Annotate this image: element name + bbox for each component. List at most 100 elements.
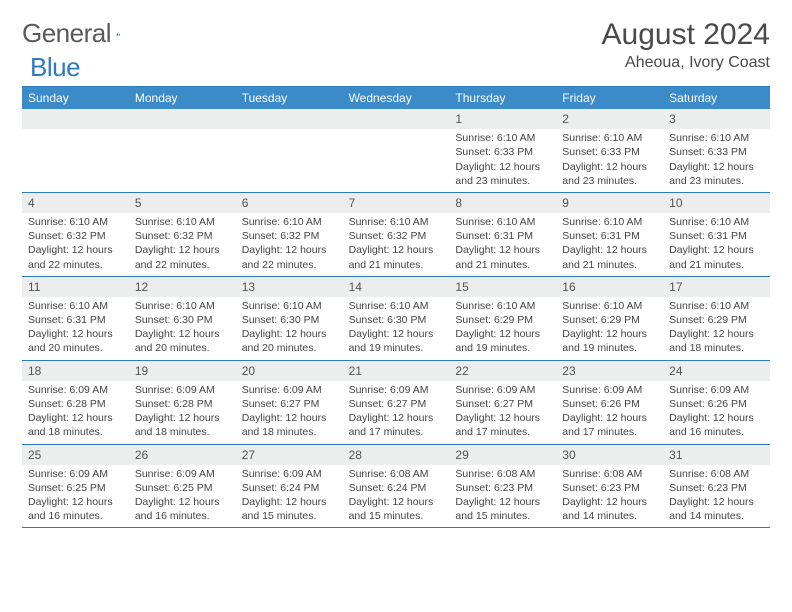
cell-line: Daylight: 12 hours and 15 minutes. xyxy=(242,495,337,523)
day-header-tue: Tuesday xyxy=(236,87,343,109)
cell-line: Sunset: 6:27 PM xyxy=(349,397,444,411)
cell-line: Daylight: 12 hours and 22 minutes. xyxy=(28,243,123,271)
calendar-cell: 26Sunrise: 6:09 AMSunset: 6:25 PMDayligh… xyxy=(129,445,236,528)
cell-line: Sunrise: 6:10 AM xyxy=(242,215,337,229)
calendar-cell: 19Sunrise: 6:09 AMSunset: 6:28 PMDayligh… xyxy=(129,361,236,444)
calendar-cell: 29Sunrise: 6:08 AMSunset: 6:23 PMDayligh… xyxy=(449,445,556,528)
cell-line: Daylight: 12 hours and 17 minutes. xyxy=(455,411,550,439)
date-number: 13 xyxy=(236,277,343,297)
date-number: 1 xyxy=(449,109,556,129)
day-header-mon: Monday xyxy=(129,87,236,109)
date-number: 16 xyxy=(556,277,663,297)
cell-line: Daylight: 12 hours and 19 minutes. xyxy=(455,327,550,355)
cell-body: Sunrise: 6:08 AMSunset: 6:23 PMDaylight:… xyxy=(663,465,770,528)
calendar-cell: 1Sunrise: 6:10 AMSunset: 6:33 PMDaylight… xyxy=(449,109,556,192)
cell-body: Sunrise: 6:09 AMSunset: 6:24 PMDaylight:… xyxy=(236,465,343,528)
week-row: 25Sunrise: 6:09 AMSunset: 6:25 PMDayligh… xyxy=(22,444,770,528)
cell-line: Sunset: 6:27 PM xyxy=(455,397,550,411)
month-title: August 2024 xyxy=(602,18,770,52)
calendar-cell: 22Sunrise: 6:09 AMSunset: 6:27 PMDayligh… xyxy=(449,361,556,444)
cell-line: Sunrise: 6:08 AM xyxy=(455,467,550,481)
date-number: 28 xyxy=(343,445,450,465)
cell-line: Sunrise: 6:10 AM xyxy=(28,299,123,313)
week-row: 11Sunrise: 6:10 AMSunset: 6:31 PMDayligh… xyxy=(22,276,770,360)
cell-line: Sunrise: 6:10 AM xyxy=(242,299,337,313)
cell-body xyxy=(129,129,236,135)
cell-line: Sunrise: 6:10 AM xyxy=(669,299,764,313)
cell-line: Daylight: 12 hours and 18 minutes. xyxy=(135,411,230,439)
cell-line: Sunrise: 6:10 AM xyxy=(349,299,444,313)
cell-line: Sunset: 6:32 PM xyxy=(135,229,230,243)
cell-line: Sunrise: 6:08 AM xyxy=(562,467,657,481)
cell-line: Sunset: 6:29 PM xyxy=(562,313,657,327)
calendar-cell: 7Sunrise: 6:10 AMSunset: 6:32 PMDaylight… xyxy=(343,193,450,276)
cell-body: Sunrise: 6:10 AMSunset: 6:31 PMDaylight:… xyxy=(663,213,770,276)
cell-body xyxy=(22,129,129,135)
cell-body xyxy=(236,129,343,135)
cell-body: Sunrise: 6:10 AMSunset: 6:31 PMDaylight:… xyxy=(556,213,663,276)
cell-line: Sunset: 6:29 PM xyxy=(455,313,550,327)
cell-line: Sunrise: 6:09 AM xyxy=(242,383,337,397)
date-number: 14 xyxy=(343,277,450,297)
cell-line: Daylight: 12 hours and 22 minutes. xyxy=(242,243,337,271)
cell-line: Sunrise: 6:10 AM xyxy=(455,215,550,229)
title-block: August 2024 Aheoua, Ivory Coast xyxy=(602,18,770,72)
cell-line: Sunrise: 6:10 AM xyxy=(562,215,657,229)
cell-body: Sunrise: 6:10 AMSunset: 6:31 PMDaylight:… xyxy=(449,213,556,276)
calendar-cell: 10Sunrise: 6:10 AMSunset: 6:31 PMDayligh… xyxy=(663,193,770,276)
day-header-thu: Thursday xyxy=(449,87,556,109)
cell-line: Sunrise: 6:09 AM xyxy=(242,467,337,481)
date-number: 30 xyxy=(556,445,663,465)
calendar-cell: 12Sunrise: 6:10 AMSunset: 6:30 PMDayligh… xyxy=(129,277,236,360)
cell-body: Sunrise: 6:10 AMSunset: 6:29 PMDaylight:… xyxy=(663,297,770,360)
cell-line: Sunset: 6:27 PM xyxy=(242,397,337,411)
cell-line: Sunset: 6:26 PM xyxy=(562,397,657,411)
calendar-cell: 17Sunrise: 6:10 AMSunset: 6:29 PMDayligh… xyxy=(663,277,770,360)
cell-line: Daylight: 12 hours and 16 minutes. xyxy=(28,495,123,523)
cell-body: Sunrise: 6:10 AMSunset: 6:29 PMDaylight:… xyxy=(449,297,556,360)
cell-line: Sunset: 6:23 PM xyxy=(562,481,657,495)
cell-line: Sunset: 6:31 PM xyxy=(562,229,657,243)
date-number: 23 xyxy=(556,361,663,381)
cell-line: Daylight: 12 hours and 15 minutes. xyxy=(349,495,444,523)
cell-line: Sunset: 6:25 PM xyxy=(28,481,123,495)
cell-line: Daylight: 12 hours and 20 minutes. xyxy=(242,327,337,355)
cell-line: Daylight: 12 hours and 17 minutes. xyxy=(562,411,657,439)
date-number: 10 xyxy=(663,193,770,213)
date-number: 21 xyxy=(343,361,450,381)
header: General August 2024 Aheoua, Ivory Coast xyxy=(22,18,770,72)
logo: General xyxy=(22,18,143,49)
calendar-cell: 16Sunrise: 6:10 AMSunset: 6:29 PMDayligh… xyxy=(556,277,663,360)
cell-line: Sunrise: 6:09 AM xyxy=(349,383,444,397)
date-number: 9 xyxy=(556,193,663,213)
cell-line: Daylight: 12 hours and 21 minutes. xyxy=(669,243,764,271)
cell-line: Daylight: 12 hours and 21 minutes. xyxy=(349,243,444,271)
cell-line: Daylight: 12 hours and 17 minutes. xyxy=(349,411,444,439)
date-number: 29 xyxy=(449,445,556,465)
date-number: 25 xyxy=(22,445,129,465)
calendar-cell: 4Sunrise: 6:10 AMSunset: 6:32 PMDaylight… xyxy=(22,193,129,276)
cell-line: Sunset: 6:28 PM xyxy=(28,397,123,411)
cell-line: Sunrise: 6:10 AM xyxy=(562,299,657,313)
date-number: 2 xyxy=(556,109,663,129)
calendar-cell: 13Sunrise: 6:10 AMSunset: 6:30 PMDayligh… xyxy=(236,277,343,360)
cell-line: Sunset: 6:31 PM xyxy=(669,229,764,243)
cell-line: Sunset: 6:23 PM xyxy=(669,481,764,495)
cell-body: Sunrise: 6:10 AMSunset: 6:32 PMDaylight:… xyxy=(236,213,343,276)
date-number: 17 xyxy=(663,277,770,297)
calendar-cell: 15Sunrise: 6:10 AMSunset: 6:29 PMDayligh… xyxy=(449,277,556,360)
cell-body: Sunrise: 6:09 AMSunset: 6:28 PMDaylight:… xyxy=(22,381,129,444)
calendar-cell xyxy=(343,109,450,192)
cell-line: Sunrise: 6:10 AM xyxy=(455,299,550,313)
day-header-row: Sunday Monday Tuesday Wednesday Thursday… xyxy=(22,87,770,109)
cell-line: Sunrise: 6:10 AM xyxy=(669,215,764,229)
date-number: 6 xyxy=(236,193,343,213)
cell-body: Sunrise: 6:10 AMSunset: 6:33 PMDaylight:… xyxy=(556,129,663,192)
day-header-wed: Wednesday xyxy=(343,87,450,109)
cell-line: Daylight: 12 hours and 15 minutes. xyxy=(455,495,550,523)
cell-body: Sunrise: 6:08 AMSunset: 6:24 PMDaylight:… xyxy=(343,465,450,528)
date-number: 19 xyxy=(129,361,236,381)
calendar-cell: 24Sunrise: 6:09 AMSunset: 6:26 PMDayligh… xyxy=(663,361,770,444)
cell-body: Sunrise: 6:08 AMSunset: 6:23 PMDaylight:… xyxy=(449,465,556,528)
cell-line: Sunset: 6:31 PM xyxy=(28,313,123,327)
